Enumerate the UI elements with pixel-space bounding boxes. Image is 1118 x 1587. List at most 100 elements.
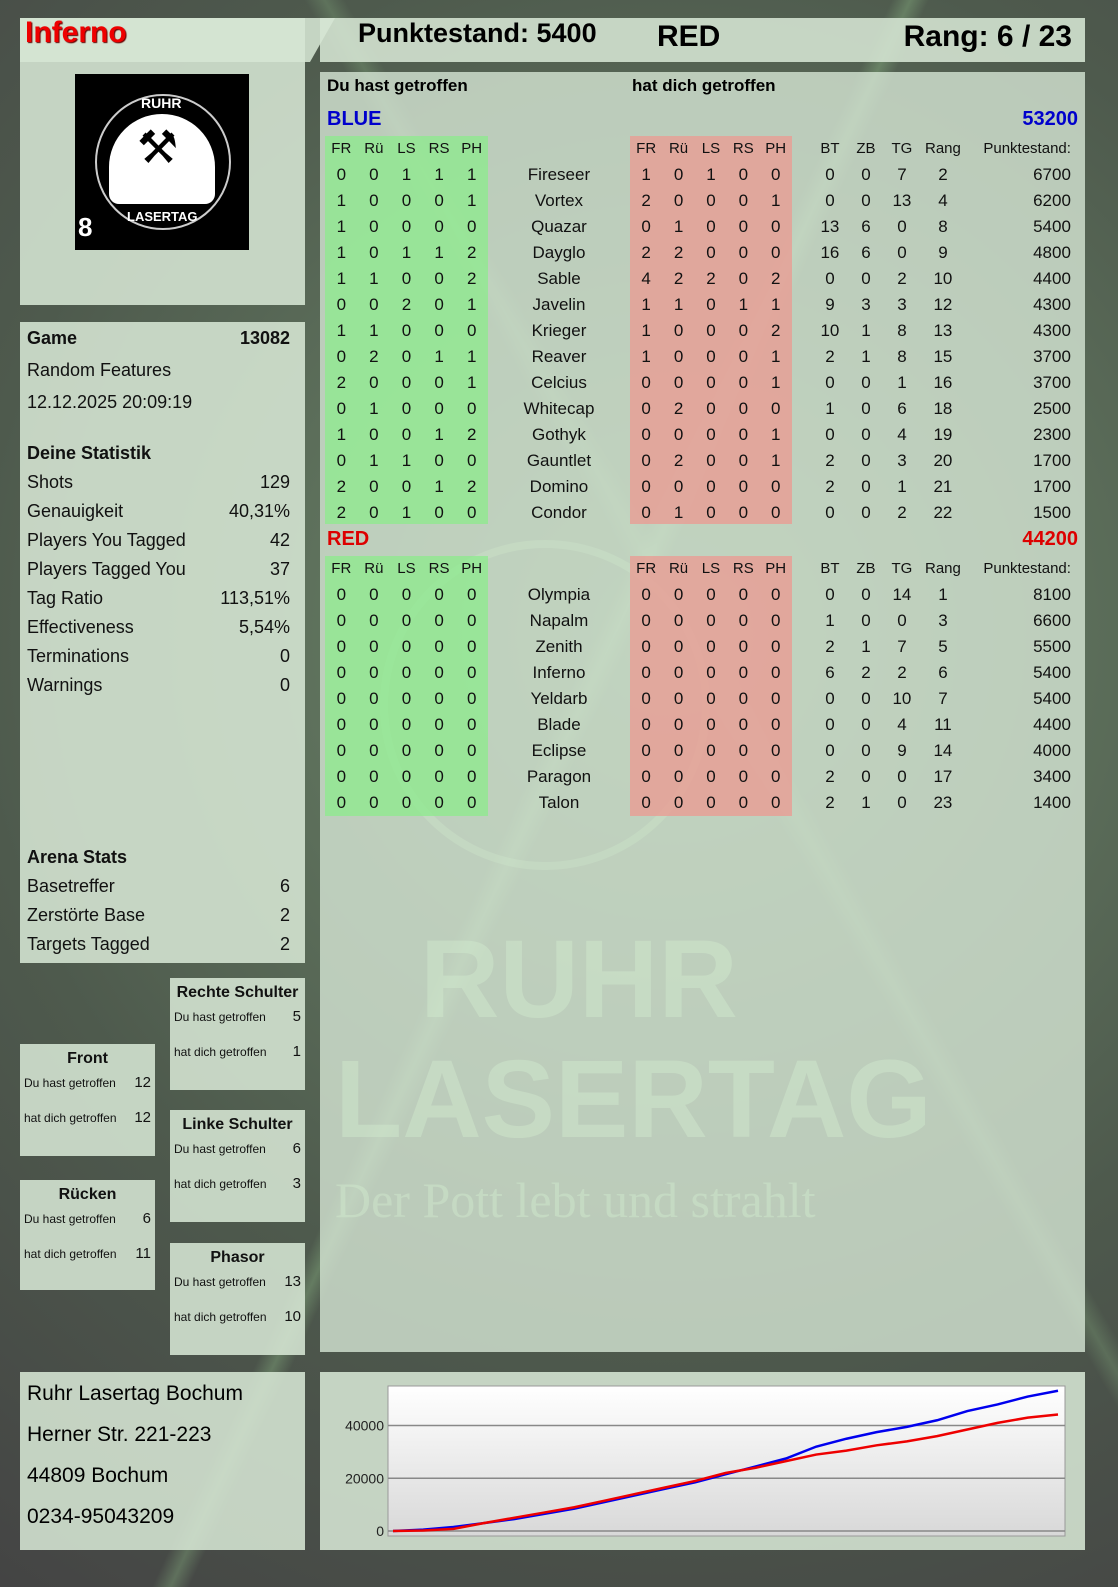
stat-cell: 5400 (1033, 663, 1071, 682)
player-row[interactable]: 0 0 0 0 0 Paragon 0 0 0 0 0 2 0 0 17 3400 (325, 764, 1087, 790)
stat-cell: 0 (738, 347, 749, 366)
zone-you-label: Du hast getroffen (174, 1275, 266, 1289)
stat-cell: 0 (434, 269, 444, 288)
stat-cell: 6 (861, 217, 871, 236)
player-row[interactable]: 1 1 0 0 0 Krieger 1 0 0 0 2 10 1 8 13 4300 (325, 318, 1087, 344)
stat-cell: 0 (641, 715, 651, 734)
player-row[interactable]: 1 0 1 1 2 Dayglo 2 2 0 0 0 16 6 0 9 4800 (325, 240, 1087, 266)
stat-cell: 0 (706, 585, 716, 604)
score-chart: 0 20000 40000 (345, 1385, 1066, 1539)
stat-cell: 0 (466, 689, 477, 708)
player-row[interactable]: 1 1 0 0 2 Sable 4 2 2 0 2 0 0 2 10 4400 (325, 266, 1087, 292)
player-row[interactable]: 0 2 0 1 1 Reaver 1 0 0 0 1 2 1 8 15 3700 (325, 344, 1087, 370)
address-panel (20, 1372, 305, 1550)
player-row[interactable]: 0 0 1 1 1 Fireseer 1 0 1 0 0 0 0 7 2 6700 (325, 162, 1087, 188)
stat-cell: 6 (938, 663, 948, 682)
stat-cell: 1 (673, 217, 684, 236)
stat-cell: 0 (369, 295, 379, 314)
player-row[interactable]: 0 0 0 0 0 Eclipse 0 0 0 0 0 0 0 9 14 4000 (325, 738, 1087, 764)
zone-them-value: 3 (292, 1175, 301, 1192)
stat-cell: 1 (770, 295, 781, 314)
player-row[interactable]: 0 1 0 0 0 Whitecap 0 2 0 0 0 1 0 6 18 2500 (325, 396, 1087, 422)
stat-cell: 1 (336, 217, 347, 236)
stat-cell: 0 (641, 793, 651, 812)
zone-title: Front (67, 1050, 108, 1067)
stat-cell: 0 (825, 269, 835, 288)
player-row[interactable]: 2 0 1 0 0 Condor 0 1 0 0 0 0 0 2 22 1500 (325, 500, 1087, 526)
zone-them-label: hat dich getroffen (174, 1310, 267, 1324)
player-name: Javelin (532, 295, 586, 314)
player-row[interactable]: 2 0 0 0 1 Celcius 0 0 0 0 1 0 0 1 16 3700 (325, 370, 1087, 396)
spacer (792, 608, 812, 634)
stat-cell: 1700 (1033, 451, 1071, 470)
player-row[interactable]: 0 0 0 0 0 Zenith 0 0 0 0 0 2 1 7 5 5500 (325, 634, 1087, 660)
player-row[interactable]: 1 0 0 0 1 Vortex 2 0 0 0 1 0 0 13 4 6200 (325, 188, 1087, 214)
stat-value: 0 (279, 646, 290, 666)
zone-them-label: hat dich getroffen (174, 1045, 267, 1059)
player-row[interactable]: 0 1 1 0 0 Gauntlet 0 2 0 0 1 2 0 3 20 1700 (325, 448, 1087, 474)
stat-cell: 0 (369, 585, 379, 604)
stat-cell: 0 (336, 585, 347, 604)
player-row[interactable]: 0 0 0 0 0 Napalm 0 0 0 0 0 1 0 0 3 6600 (325, 608, 1087, 634)
zone-them-label: hat dich getroffen (24, 1247, 117, 1261)
player-row[interactable]: 1 0 0 0 0 Quazar 0 1 0 0 0 13 6 0 8 5400 (325, 214, 1087, 240)
stat-cell: 0 (738, 425, 749, 444)
player-row[interactable]: 1 0 0 1 2 Gothyk 0 0 0 0 1 0 0 4 19 2300 (325, 422, 1087, 448)
stat-cell: 0 (369, 425, 379, 444)
stat-cell: 1 (466, 373, 477, 392)
stat-cell: 17 (933, 767, 953, 786)
stat-cell: 1 (369, 269, 379, 288)
stat-cell: 0 (738, 373, 749, 392)
stat-cell: 0 (706, 767, 716, 786)
stat-cell: 4 (897, 715, 907, 734)
zone-you-value: 6 (142, 1210, 151, 1227)
stat-cell: 1 (401, 451, 412, 470)
spacer (792, 318, 812, 344)
stat-cell: 1 (825, 399, 835, 418)
hit-zone-3: Rücken Du hast getroffen 6 hat dich getroff… (20, 1180, 155, 1290)
stat-cell: 5400 (1033, 689, 1071, 708)
zone-title: Phasor (210, 1249, 265, 1266)
stat-cell: 8 (938, 217, 948, 236)
stat-cell: 10 (892, 689, 912, 708)
stat-cell: 0 (861, 477, 871, 496)
player-row[interactable]: 0 0 2 0 1 Javelin 1 1 0 1 1 9 3 3 12 4300 (325, 292, 1087, 318)
stat-cell: 1 (434, 347, 444, 366)
stat-cell: 0 (673, 663, 684, 682)
player-row[interactable]: 2 0 0 1 2 Domino 0 0 0 0 0 2 0 1 21 1700 (325, 474, 1087, 500)
you-hit-columns-bg (325, 556, 488, 816)
stat-cell: 0 (861, 611, 871, 630)
stat-cell: 0 (673, 741, 684, 760)
hit-zone-1: Front Du hast getroffen 12 hat dich getroff… (20, 1044, 155, 1156)
stat-cell: 1 (336, 269, 347, 288)
column-header: ZB (856, 560, 876, 577)
stat-cell: 1 (673, 503, 684, 522)
team-name-red: RED (327, 528, 370, 550)
stat-cell: 0 (336, 165, 347, 184)
spacer (792, 240, 812, 266)
stat-cell: 1 (770, 451, 781, 470)
stat-cell: 0 (369, 611, 379, 630)
stat-cell: 0 (369, 243, 379, 262)
player-row[interactable]: 0 0 0 0 0 Blade 0 0 0 0 0 0 0 4 11 4400 (325, 712, 1087, 738)
player-row[interactable]: 0 0 0 0 0 Inferno 0 0 0 0 0 6 2 2 6 5400 (325, 660, 1087, 686)
stat-cell: 0 (706, 637, 716, 656)
series-line-1 (392, 1413, 1059, 1533)
zone-them-label: hat dich getroffen (174, 1177, 267, 1191)
stat-cell: 0 (336, 689, 347, 708)
column-header: Rang (924, 560, 961, 577)
player-row[interactable]: 0 0 0 0 0 Talon 0 0 0 0 0 2 1 0 23 1400 (325, 790, 1087, 816)
player-row[interactable]: 0 0 0 0 0 Yeldarb 0 0 0 0 0 0 0 10 7 5400 (325, 686, 1087, 712)
column-header: TG (891, 140, 913, 157)
stat-cell: 0 (897, 767, 907, 786)
player-name: Paragon (526, 767, 592, 786)
stat-cell: 1400 (1033, 793, 1071, 812)
stat-cell: 2 (897, 503, 907, 522)
stat-cell: 1 (401, 165, 412, 184)
player-row[interactable]: 0 0 0 0 0 Olympia 0 0 0 0 0 0 0 14 1 8100 (325, 582, 1087, 608)
stats-title: Deine Statistik (27, 443, 152, 463)
player-name: Eclipse (531, 741, 587, 760)
column-header: LS (397, 560, 416, 577)
hit-you-columns-bg (630, 556, 792, 816)
stat-label: Genauigkeit (27, 501, 124, 521)
